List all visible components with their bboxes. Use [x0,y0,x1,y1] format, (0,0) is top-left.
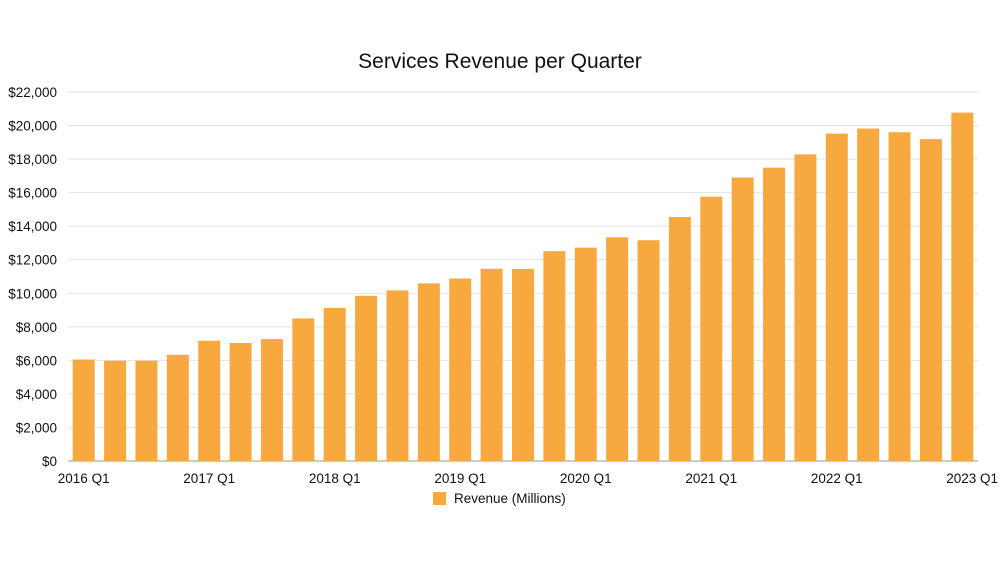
bar [951,112,974,461]
y-tick-label: $16,000 [8,186,57,201]
bar [512,268,534,461]
x-tick-label: 2021 Q1 [685,471,737,486]
x-axis: 2016 Q1 2017 Q1 2018 Q1 2019 Q1 2020 Q1 2021 … [58,471,998,486]
y-tick-label: $14,000 [8,219,57,234]
bar [480,268,503,461]
y-tick-label: $4,000 [16,387,57,402]
bar [355,295,378,461]
bar [323,307,346,461]
legend: Revenue (Millions) [433,491,566,506]
y-tick-label: $22,000 [8,85,57,100]
x-tick-label: 2017 Q1 [183,471,235,486]
bar [135,360,158,461]
y-tick-label: $0 [42,454,57,469]
y-tick-label: $20,000 [8,119,57,134]
bar [637,240,660,461]
bar [574,247,597,461]
bar [386,290,409,461]
x-tick-label: 2016 Q1 [58,471,110,486]
y-tick-label: $6,000 [16,353,57,368]
bar [700,196,723,461]
bar [543,251,566,461]
bar [888,132,911,461]
bar [731,177,754,462]
y-tick-label: $8,000 [16,320,57,335]
x-tick-label: 2022 Q1 [811,471,863,486]
bar [260,339,283,461]
legend-swatch [433,492,446,505]
y-tick-label: $10,000 [8,286,57,301]
bar [606,237,629,461]
x-tick-label: 2020 Q1 [560,471,612,486]
y-axis: $0 $2,000 $4,000 $6,000 $8,000 $10,000 $12,000… [8,85,57,469]
y-tick-label: $2,000 [16,420,57,435]
bar [292,318,315,461]
x-tick-label: 2023 Q1 [946,471,998,486]
bar [449,278,472,461]
chart-title: Services Revenue per Quarter [358,50,642,73]
bar [668,216,691,461]
bar [919,139,942,461]
y-tick-label: $18,000 [8,152,57,167]
bar [763,167,786,461]
bar [825,133,848,461]
bars [72,112,974,462]
x-tick-label: 2019 Q1 [434,471,486,486]
bar [857,128,880,461]
bar [166,354,189,461]
bar [198,340,221,461]
y-tick-label: $12,000 [8,253,57,268]
bar [229,342,252,461]
bar [72,359,95,461]
bar [104,360,127,461]
bar [417,283,440,461]
x-tick-label: 2018 Q1 [309,471,361,486]
legend-label: Revenue (Millions) [454,491,566,506]
bar [794,154,817,461]
